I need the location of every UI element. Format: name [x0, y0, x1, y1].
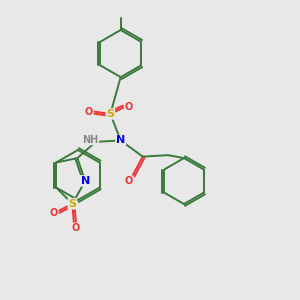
Text: O: O — [125, 103, 133, 112]
Text: S: S — [68, 199, 76, 209]
Text: O: O — [125, 176, 133, 186]
Text: O: O — [71, 223, 80, 233]
Text: S: S — [106, 109, 114, 119]
Text: NH: NH — [82, 134, 98, 145]
Text: N: N — [81, 176, 90, 186]
Text: O: O — [50, 208, 58, 218]
Text: N: N — [116, 135, 125, 146]
Text: O: O — [85, 106, 93, 117]
